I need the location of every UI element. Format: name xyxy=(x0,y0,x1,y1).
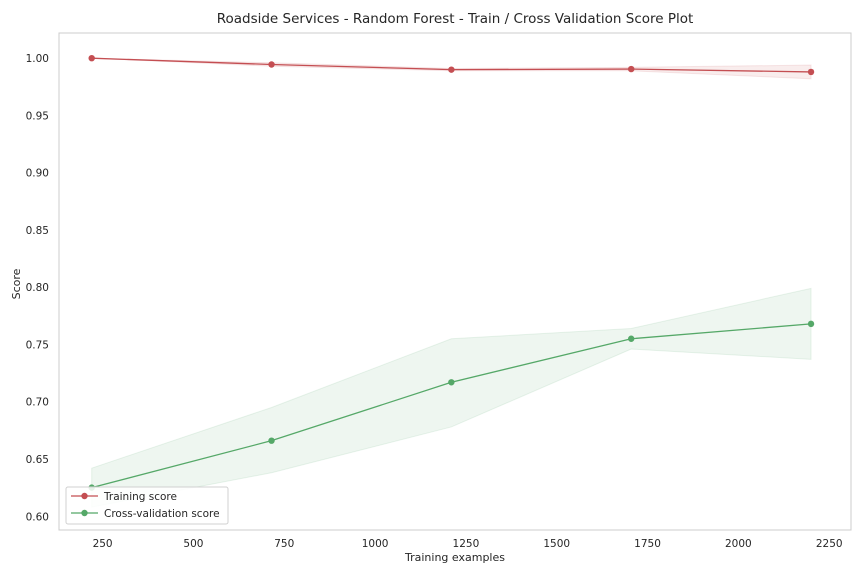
y-tick-label: 0.90 xyxy=(26,168,49,180)
y-tick-label: 0.70 xyxy=(26,397,49,409)
x-tick-label: 250 xyxy=(93,538,113,550)
x-tick-label: 750 xyxy=(274,538,294,550)
y-tick-label: 0.75 xyxy=(26,339,49,351)
x-tick-label: 1250 xyxy=(453,538,480,550)
x-axis-ticks: 250 500 750 1000 1250 1500 1750 2000 2250 xyxy=(93,538,843,550)
x-tick-label: 500 xyxy=(183,538,203,550)
x-tick-label: 1500 xyxy=(543,538,570,550)
legend-label-training: Training score xyxy=(103,491,177,503)
legend-marker-cv xyxy=(81,509,88,517)
point-training xyxy=(628,65,635,73)
x-axis-label: Training examples xyxy=(404,551,505,564)
y-tick-label: 0.80 xyxy=(26,282,49,294)
chart-title: Roadside Services - Random Forest - Trai… xyxy=(217,11,694,27)
legend-marker-training xyxy=(81,492,88,500)
point-training xyxy=(807,68,815,76)
y-tick-label: 0.60 xyxy=(26,511,49,523)
x-tick-label: 2250 xyxy=(816,538,843,550)
band-cv xyxy=(91,287,812,508)
y-axis-label: Score xyxy=(10,268,23,299)
x-tick-label: 1000 xyxy=(362,538,389,550)
y-axis-ticks: 0.60 0.65 0.70 0.75 0.80 0.85 0.90 0.95 1.00 xyxy=(26,53,49,523)
point-cv xyxy=(268,437,275,444)
point-cv xyxy=(448,379,455,386)
legend-label-cv: Cross-validation score xyxy=(104,508,220,520)
plot-area xyxy=(58,32,852,531)
x-tick-label: 2000 xyxy=(725,538,752,550)
point-cv xyxy=(628,335,635,342)
legend: Training score Cross-validation score xyxy=(65,486,229,525)
legend-box xyxy=(65,486,229,525)
point-training xyxy=(268,61,275,68)
y-tick-label: 0.85 xyxy=(26,225,49,237)
y-tick-label: 0.95 xyxy=(26,110,49,122)
x-tick-label: 1750 xyxy=(634,538,661,550)
point-training xyxy=(448,66,455,73)
y-tick-label: 0.65 xyxy=(26,454,49,466)
plot-frame xyxy=(58,32,852,531)
point-training xyxy=(88,54,95,62)
point-cv xyxy=(807,320,815,328)
y-tick-label: 1.00 xyxy=(26,53,49,65)
